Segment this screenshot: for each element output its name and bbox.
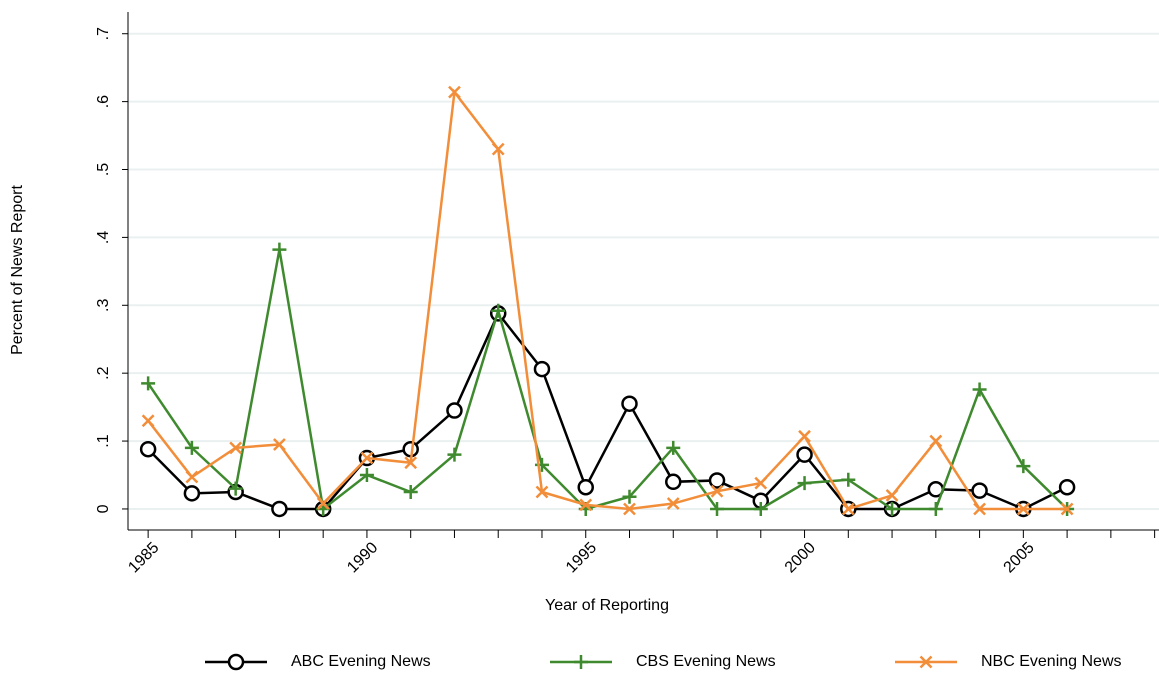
point [491,303,506,318]
point [797,476,812,491]
point [885,501,900,516]
point [973,502,986,516]
point [360,451,374,465]
point [579,498,593,512]
point [708,472,726,489]
point [666,440,681,455]
legend-label: ABC Evening News [291,653,431,670]
legend-marker [574,655,588,669]
legend-marker [919,655,933,669]
point [1016,502,1030,516]
point [1058,478,1076,496]
point [972,382,987,397]
x-axis-label: Year of Reporting [545,597,669,614]
point [316,497,330,510]
point [535,485,549,499]
point [229,441,243,455]
series-line [147,311,1068,511]
point [1016,459,1031,474]
y-axis-label: Percent of News Report [9,185,26,355]
y-tick-label: .6 [95,95,112,108]
point [621,395,638,412]
point [447,447,462,462]
x-tick-label: 2000 [782,539,819,576]
point [577,478,594,496]
series-line [147,249,1068,512]
point [448,85,461,99]
point [929,434,943,448]
y-tick-label: .7 [95,27,112,40]
x-tick-label: 2005 [1001,539,1038,576]
legend-label: NBC Evening News [981,653,1122,670]
y-tick-label: .4 [95,231,112,244]
point [491,142,505,156]
point [185,470,199,484]
y-tick-label: .1 [95,434,112,447]
point [710,501,725,516]
x-tick-label: 1990 [344,539,381,576]
point [228,481,243,496]
point [622,489,637,504]
point [754,476,768,490]
point [141,414,155,428]
point [796,446,813,463]
y-tick-label: .5 [95,163,112,176]
point [1060,502,1074,516]
y-tick-label: .2 [95,366,112,379]
y-tick-label: .3 [95,299,112,312]
point [928,501,943,516]
y-tick-label: 0 [95,504,112,513]
point [666,497,680,510]
point [665,473,682,491]
point [753,501,768,516]
x-tick-label: 1985 [125,539,162,576]
point [359,468,374,483]
point [273,438,286,451]
point [623,502,636,516]
point [403,484,418,499]
point [885,488,899,502]
point [139,440,157,458]
point [446,402,463,419]
point [710,484,724,498]
series-line [147,88,1068,511]
point [841,472,856,487]
point [184,440,199,455]
legend-marker [227,653,245,671]
point [141,376,156,391]
point [841,502,855,516]
point [798,429,811,443]
point [271,500,288,518]
point [272,242,287,257]
point [404,456,418,470]
point [183,485,201,502]
point [533,360,551,378]
legend-label: CBS Evening News [636,653,776,670]
point [971,482,988,499]
x-tick-label: 1995 [563,539,600,576]
